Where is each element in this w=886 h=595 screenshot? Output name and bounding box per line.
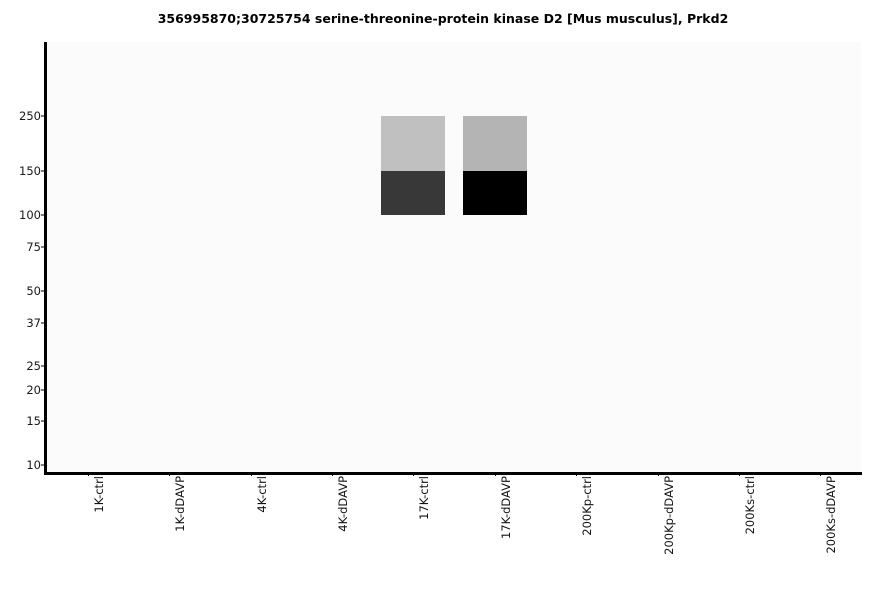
y-tick-label: 37	[26, 316, 41, 331]
band-segment	[381, 171, 446, 216]
x-tick-label: 200Ks-ctrl	[742, 476, 757, 535]
x-tick-mark	[87, 472, 89, 476]
y-tick-mark	[41, 389, 45, 391]
x-tick-label: 200Kp-dDAVP	[661, 476, 676, 555]
y-tick-label: 100	[19, 208, 41, 223]
gel-band-17k-ctrl	[381, 116, 446, 216]
y-tick-mark	[41, 365, 45, 367]
x-tick-mark	[169, 472, 171, 476]
x-axis-spine	[44, 472, 862, 475]
y-tick-mark	[41, 290, 45, 291]
y-tick-label: 10	[26, 458, 41, 472]
x-tick-mark	[738, 472, 740, 476]
page-title: 356995870;30725754 serine-threonine-prot…	[157, 11, 729, 26]
x-tick-mark	[250, 472, 252, 476]
band-segment	[462, 171, 527, 216]
x-tick-label: 200Ks-dDAVP	[824, 476, 839, 554]
x-tick-label: 4K-ctrl	[254, 476, 269, 513]
y-tick-label: 25	[26, 358, 41, 373]
y-tick-label: 250	[19, 109, 41, 123]
band-segment	[462, 116, 527, 172]
y-axis-spine	[44, 42, 47, 475]
y-tick-label: 15	[26, 414, 41, 429]
x-tick-mark	[413, 472, 415, 476]
band-segment	[381, 116, 446, 172]
plot-area	[47, 42, 861, 474]
x-tick-mark	[820, 472, 822, 476]
x-tick-label: 1K-dDAVP	[173, 476, 188, 532]
x-tick-label: 17K-ctrl	[417, 476, 432, 520]
y-tick-mark	[41, 170, 45, 172]
y-tick-mark	[41, 115, 45, 117]
y-tick-mark	[41, 246, 45, 248]
y-tick-mark	[41, 214, 45, 216]
y-tick-label: 50	[26, 283, 41, 298]
y-tick-mark	[41, 464, 45, 466]
x-tick-mark	[576, 472, 578, 476]
x-tick-label: 17K-dDAVP	[498, 476, 513, 540]
y-tick-mark	[41, 420, 45, 422]
x-tick-mark	[494, 472, 496, 476]
y-tick-mark	[41, 322, 45, 324]
y-tick-label: 150	[19, 164, 41, 179]
x-tick-label: 1K-ctrl	[91, 476, 106, 513]
gel-band-17k-ddavp	[462, 116, 527, 216]
y-tick-label: 75	[26, 239, 41, 254]
x-tick-mark	[657, 472, 659, 476]
x-tick-mark	[331, 472, 333, 476]
x-tick-label: 4K-dDAVP	[335, 476, 350, 532]
x-tick-label: 200Kp-ctrl	[580, 476, 595, 536]
y-tick-label: 20	[26, 382, 41, 397]
